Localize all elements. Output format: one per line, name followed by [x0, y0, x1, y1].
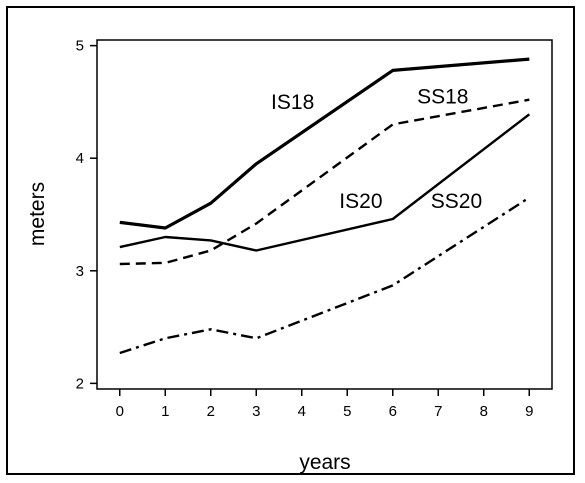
series-line-is20 [119, 113, 531, 252]
x-axis: 0 1 2 3 4 5 6 7 8 9 [116, 389, 533, 420]
y-tick-label: 3 [76, 263, 84, 280]
x-axis-title: years [299, 451, 350, 474]
y-axis: 2 3 4 5 [76, 38, 97, 392]
series-line-ss18 [119, 98, 530, 266]
x-tick-label: 0 [116, 403, 124, 420]
y-axis-title: meters [26, 182, 49, 246]
x-tick-label: 6 [389, 403, 397, 420]
x-tick-label: 7 [434, 403, 442, 420]
y-tick-label: 2 [76, 375, 84, 392]
y-tick-label: 4 [76, 150, 84, 167]
series-labels: IS18 SS18 IS20 SS20 [271, 85, 482, 213]
x-tick-label: 5 [343, 403, 351, 420]
series-label-ss20: SS20 [431, 190, 482, 213]
series-label-ss18: SS18 [417, 85, 468, 108]
y-tick-label: 5 [76, 38, 84, 55]
x-tick-label: 1 [161, 403, 169, 420]
x-tick-label: 3 [252, 403, 260, 420]
x-tick-label: 9 [525, 403, 533, 420]
series-line-ss20 [119, 196, 530, 355]
series-layer [119, 57, 531, 355]
x-tick-label: 4 [298, 403, 306, 420]
series-line-is18 [119, 57, 530, 230]
plot-area [96, 39, 553, 390]
x-tick-label: 2 [207, 403, 215, 420]
chart-frame [6, 6, 575, 475]
series-label-is20: IS20 [339, 190, 382, 213]
series-label-is18: IS18 [271, 91, 314, 114]
x-tick-label: 8 [480, 403, 488, 420]
